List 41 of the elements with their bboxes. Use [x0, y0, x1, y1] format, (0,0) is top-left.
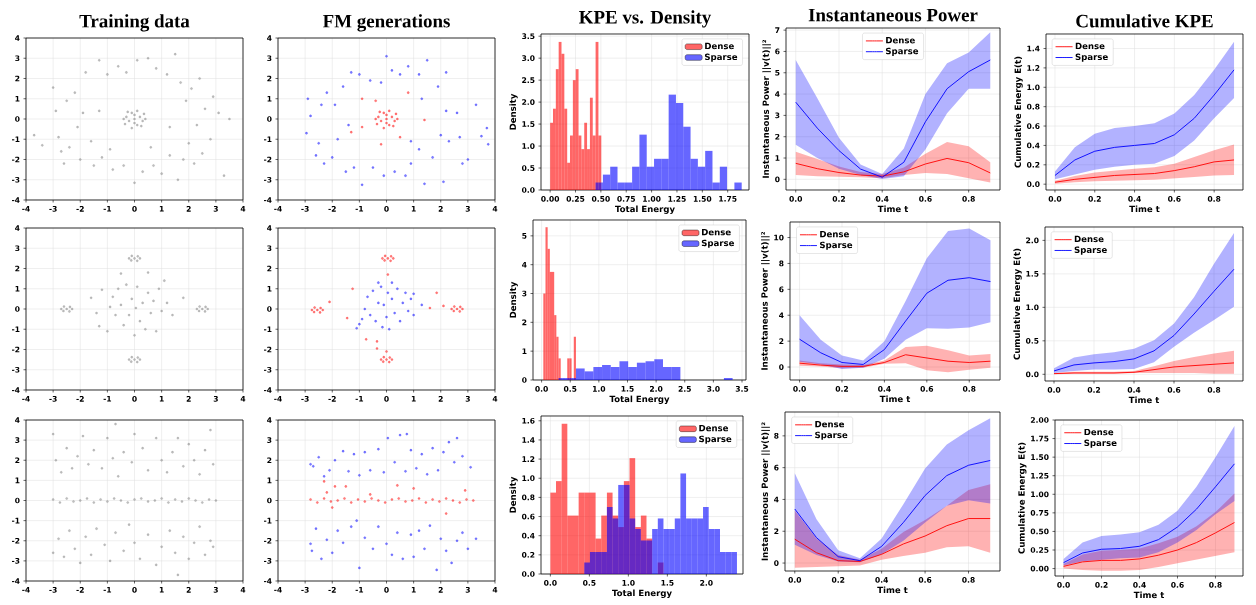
chart-title: Training data [79, 14, 190, 32]
chart-title: KPE vs. Density [579, 10, 712, 28]
legend-label: Dense [702, 228, 731, 236]
legend-label: Dense [815, 420, 845, 428]
x-axis-title: Time t [1128, 396, 1160, 404]
legend-label: Sparse [1074, 246, 1107, 255]
x-axis-title: Time t [879, 395, 911, 403]
x-axis-title: Time t [1129, 205, 1160, 213]
x-axis-title: Total Energy [612, 589, 672, 598]
legend-label: Sparse [704, 53, 738, 62]
y-axis-title: Cumulative Energy E(t) [1013, 248, 1022, 360]
y-axis-title: Density [509, 476, 518, 513]
y-axis-title: Cumulative Energy E(t) [1018, 442, 1027, 554]
chart-title: Instantaneous Power [808, 8, 978, 22]
legend-label: Dense [820, 230, 849, 238]
legend-label: Dense [886, 37, 915, 44]
x-axis-title: Time t [1133, 591, 1165, 599]
y-axis-title: Instantaneous Power ||v(t)||² [762, 39, 771, 178]
legend-label: Dense [1074, 235, 1104, 243]
chart-title: Cumulative KPE [1076, 14, 1213, 28]
legend-label: Sparse [1084, 439, 1117, 448]
y-axis-title: Density [509, 93, 518, 130]
y-axis-title: Cumulative Energy E(t) [1014, 56, 1023, 168]
legend-label: Sparse [885, 47, 919, 56]
y-axis-title: Instantaneous Power ||v(t)||² [761, 231, 770, 370]
y-axis-title: Instantaneous Power ||v(t)||² [761, 422, 770, 561]
legend-label: Dense [1075, 42, 1105, 50]
legend-label: Dense [699, 424, 729, 432]
chart-title: FM generations [322, 14, 450, 32]
x-axis-title: Time t [877, 586, 908, 594]
x-axis-title: Time t [877, 205, 909, 213]
legend-label: Sparse [1075, 53, 1108, 62]
x-axis-title: Total Energy [615, 205, 675, 214]
legend-label: Sparse [699, 435, 732, 444]
legend-label: Sparse [815, 431, 848, 440]
legend-label: Sparse [820, 241, 853, 250]
legend-label: Dense [1084, 428, 1114, 436]
x-axis-title: Total Energy [609, 395, 670, 404]
y-axis-title: Density [509, 281, 518, 318]
legend-label: Dense [705, 42, 734, 50]
legend-label: Sparse [701, 239, 735, 248]
